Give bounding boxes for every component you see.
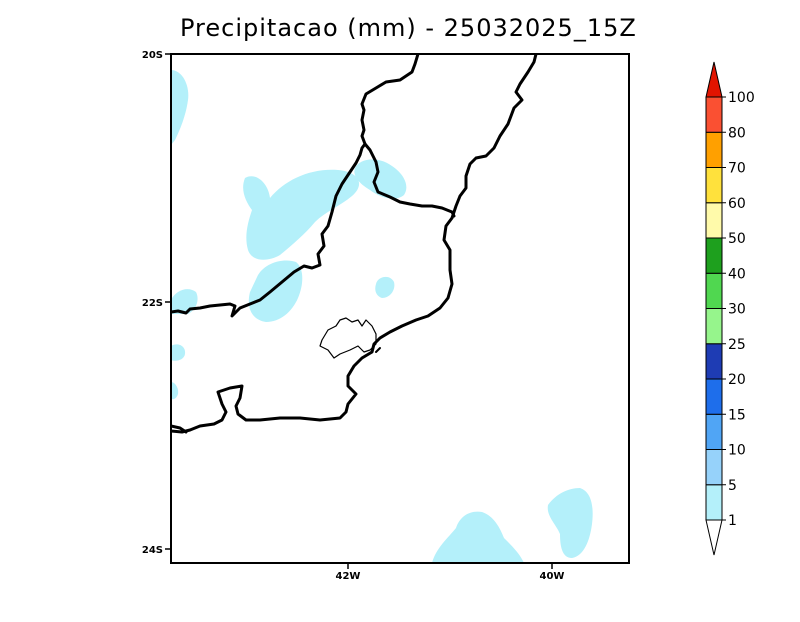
precip-area-west-small-3: [171, 382, 179, 400]
city-boundary-rio: [319, 317, 377, 359]
colorbar-segment: [705, 343, 723, 380]
colorbar-segment: [705, 484, 723, 521]
colorbar-label: 30: [728, 302, 746, 318]
latitude-axis: [165, 53, 171, 550]
colorbar-segment: [705, 202, 723, 239]
colorbar-over-arrow: [705, 61, 723, 98]
colorbar-segment: [705, 272, 723, 309]
colorbar-label: 25: [728, 337, 746, 353]
precip-area-north-east: [354, 159, 407, 199]
colorbar-under-arrow: [705, 519, 723, 556]
colorbar-segment: [705, 96, 723, 133]
colorbar-segment: [705, 131, 723, 168]
colorbar-label: 40: [728, 266, 746, 282]
colorbar-label: 50: [728, 231, 746, 247]
colorbar-label: 100: [728, 90, 755, 106]
colorbar-label: 1: [728, 513, 737, 529]
map-frame: [170, 53, 630, 564]
colorbar-segment: [705, 237, 723, 274]
colorbar-label: 80: [728, 125, 746, 141]
state-border-northeast: [363, 142, 456, 218]
colorbar-segment: [705, 413, 723, 450]
colorbar-segment: [705, 449, 723, 486]
precip-area-south-east: [547, 488, 593, 558]
boundary-lines: [171, 54, 538, 434]
lat-label-24s: 24S: [142, 545, 163, 556]
lat-label-22s: 22S: [142, 298, 163, 309]
colorbar-segment: [705, 378, 723, 415]
map-title: Precipitacao (mm) - 25032025_15Z: [180, 14, 637, 42]
colorbar-label: 10: [728, 443, 746, 459]
state-border-west: [171, 54, 420, 318]
colorbar-label: 15: [728, 407, 746, 423]
lon-label-42w: 42W: [336, 571, 361, 582]
colorbar-segment: [705, 167, 723, 204]
precip-area-west-small-2: [171, 344, 186, 361]
lat-label-20s: 20S: [142, 50, 163, 61]
colorbar-label: 60: [728, 196, 746, 212]
precip-area-central-blob: [375, 276, 395, 298]
colorbar-segment: [705, 308, 723, 345]
coast-small-mark: [375, 347, 381, 353]
precipitation-areas: [171, 70, 593, 563]
lon-label-40w: 40W: [540, 571, 565, 582]
coastline-east: [171, 54, 538, 434]
precip-area-north-band: [243, 169, 360, 260]
longitude-axis: [347, 563, 553, 569]
precip-area-west-mid: [248, 260, 303, 322]
colorbar-label: 20: [728, 372, 746, 388]
colorbar-label: 70: [728, 161, 746, 177]
precip-area-south-center: [432, 511, 524, 563]
colorbar-label: 5: [728, 478, 737, 494]
coastline-west-end: [171, 424, 188, 434]
precip-area-nw-edge: [171, 70, 189, 145]
